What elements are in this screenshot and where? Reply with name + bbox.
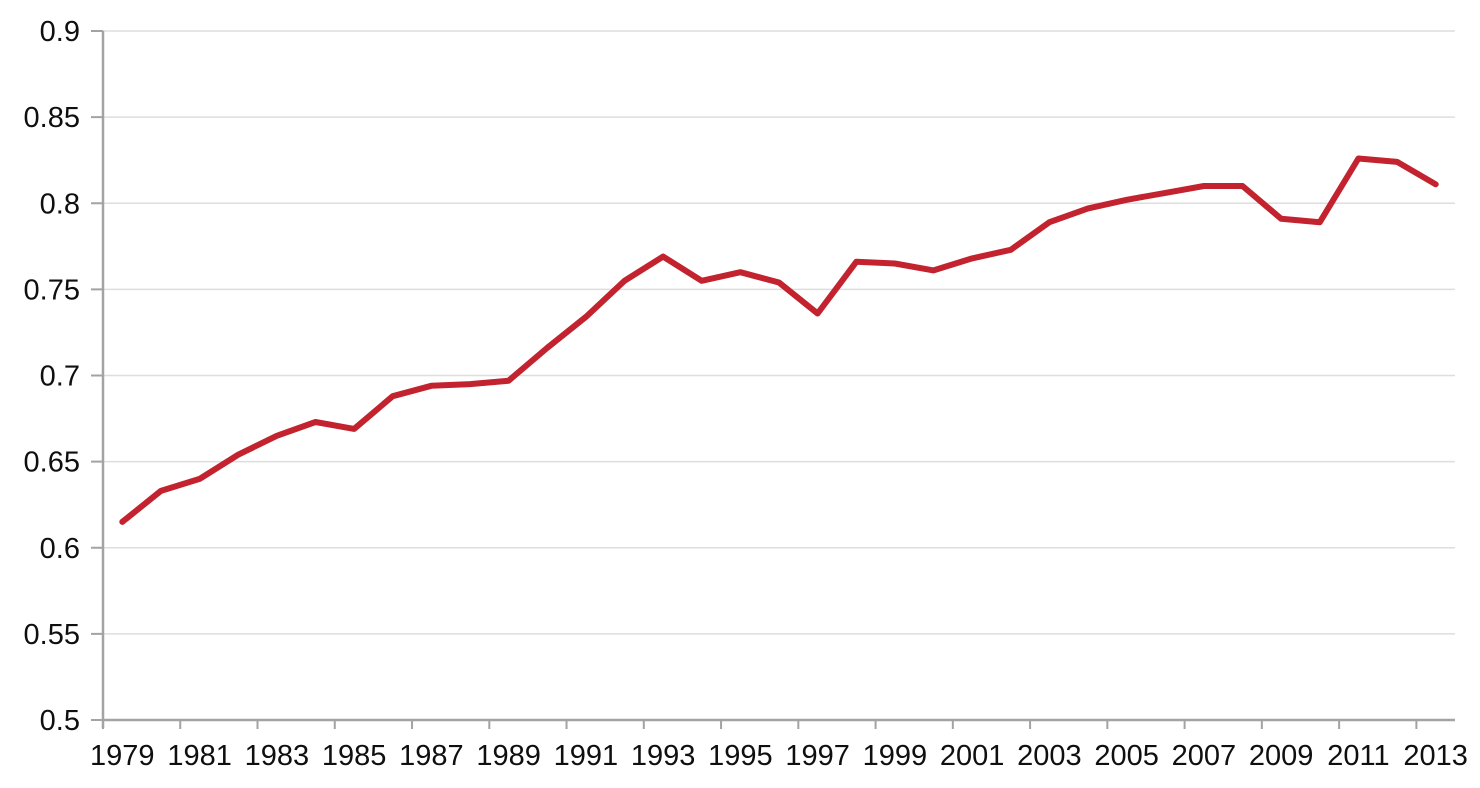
x-axis-tick-label: 1979 (90, 740, 155, 772)
x-axis-tick-label: 1993 (631, 740, 696, 772)
x-axis-tick-label: 1995 (708, 740, 773, 772)
x-axis-tick-label: 1987 (399, 740, 464, 772)
x-axis-tick-label: 1999 (863, 740, 928, 772)
x-axis-tick-label: 2009 (1249, 740, 1314, 772)
y-axis-tick-label: 0.55 (24, 619, 80, 651)
y-axis-tick-label: 0.85 (24, 102, 80, 134)
x-axis-tick-label: 1985 (322, 740, 387, 772)
x-axis-tick-label: 2005 (1094, 740, 1159, 772)
x-axis-tick-label: 2007 (1172, 740, 1237, 772)
y-axis-tick-label: 0.9 (40, 16, 80, 48)
y-axis-tick-label: 0.75 (24, 274, 80, 306)
x-axis-tick-label: 2013 (1403, 740, 1468, 772)
y-axis-tick-label: 0.7 (40, 361, 80, 393)
x-axis-tick-label: 1981 (167, 740, 232, 772)
x-axis-tick-label: 2011 (1327, 740, 1389, 772)
x-axis-tick-label: 2003 (1017, 740, 1082, 772)
x-axis-tick-label: 1997 (785, 740, 850, 772)
x-axis-tick-label: 2001 (940, 740, 1005, 772)
x-axis-tick-label: 1989 (476, 740, 541, 772)
y-axis-tick-label: 0.6 (40, 533, 80, 565)
x-axis-tick-label: 1983 (245, 740, 310, 772)
y-axis-tick-label: 0.8 (40, 188, 80, 220)
x-axis-tick-label: 1991 (554, 740, 619, 772)
y-axis-tick-label: 0.5 (40, 705, 80, 737)
y-axis-tick-label: 0.65 (24, 447, 80, 479)
data-series-line (119, 155, 1439, 525)
